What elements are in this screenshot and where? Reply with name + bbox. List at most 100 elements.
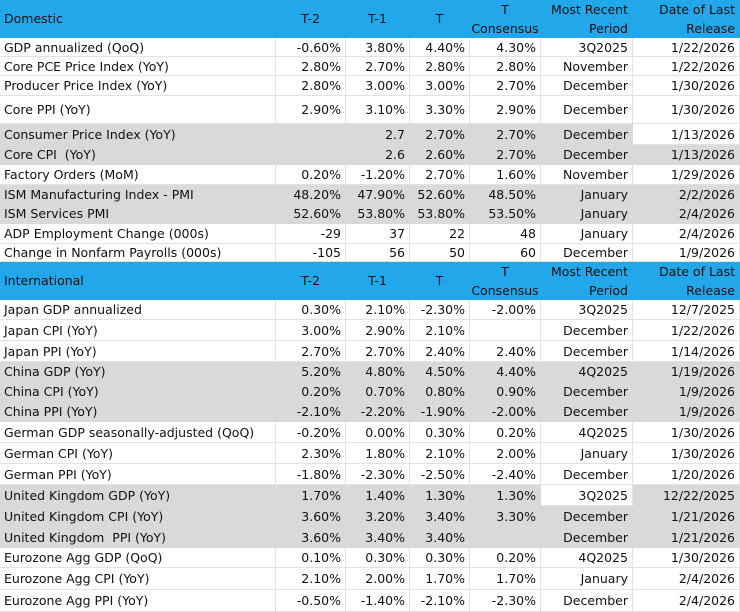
data-cell: 12/22/2025 xyxy=(633,485,740,506)
data-cell: 3.30% xyxy=(410,96,470,124)
data-cell: 2/2/2026 xyxy=(633,185,740,204)
data-cell: -1.80% xyxy=(276,464,346,485)
data-cell: 0.10% xyxy=(276,548,346,568)
data-cell: 0.20% xyxy=(470,548,541,568)
data-cell: 3.00% xyxy=(346,76,410,96)
data-cell: 1/9/2026 xyxy=(633,244,740,262)
data-cell: 2.70% xyxy=(410,165,470,185)
data-cell: 2.80% xyxy=(276,57,346,76)
indicator-name: ADP Employment Change (000s) xyxy=(0,224,276,244)
data-cell: 2.70% xyxy=(410,124,470,145)
data-cell: 1/30/2026 xyxy=(633,443,740,464)
data-cell: 1/19/2026 xyxy=(633,362,740,382)
data-cell: 2.70% xyxy=(470,76,541,96)
data-cell: 1.70% xyxy=(276,485,346,506)
indicator-name: Japan PPI (YoY) xyxy=(0,341,276,362)
data-cell: 1/29/2026 xyxy=(633,165,740,185)
data-cell: 4.50% xyxy=(410,362,470,382)
data-cell: December xyxy=(541,590,633,612)
data-cell: January xyxy=(541,568,633,590)
section-title: International xyxy=(0,262,276,300)
data-cell: -1.90% xyxy=(410,402,470,422)
data-cell: 3.40% xyxy=(346,527,410,548)
data-cell: 1/13/2026 xyxy=(633,145,740,165)
data-cell: 53.50% xyxy=(470,204,541,224)
column-header: T-1 xyxy=(346,0,410,38)
data-cell: -2.40% xyxy=(470,464,541,485)
data-cell: 2.7 xyxy=(346,124,410,145)
column-header: Most Recent Period xyxy=(541,0,633,38)
data-cell: 52.60% xyxy=(410,185,470,204)
data-cell: 1/30/2026 xyxy=(633,548,740,568)
data-cell: 4.40% xyxy=(470,362,541,382)
data-cell: 2/4/2026 xyxy=(633,590,740,612)
data-cell: 3.40% xyxy=(410,527,470,548)
data-cell: 1/21/2026 xyxy=(633,506,740,527)
data-cell: 2.90% xyxy=(346,320,410,341)
data-cell: 0.90% xyxy=(470,382,541,402)
data-cell: December xyxy=(541,464,633,485)
data-cell: 2.10% xyxy=(276,568,346,590)
data-cell xyxy=(470,320,541,341)
indicator-name: Eurozone Agg GDP (QoQ) xyxy=(0,548,276,568)
column-header: Date of Last Release xyxy=(633,0,740,38)
data-cell: December xyxy=(541,76,633,96)
indicator-name: ISM Services PMI xyxy=(0,204,276,224)
data-cell: 2.40% xyxy=(410,341,470,362)
data-cell: 0.30% xyxy=(410,422,470,443)
indicator-name: United Kingdom GDP (YoY) xyxy=(0,485,276,506)
data-cell: 60 xyxy=(470,244,541,262)
indicator-name: United Kingdom CPI (YoY) xyxy=(0,506,276,527)
data-cell: -2.10% xyxy=(410,590,470,612)
data-cell: 3.20% xyxy=(346,506,410,527)
data-cell: December xyxy=(541,382,633,402)
indicator-name: Eurozone Agg PPI (YoY) xyxy=(0,590,276,612)
data-cell: 3Q2025 xyxy=(541,485,633,506)
data-cell: 5.20% xyxy=(276,362,346,382)
data-cell: 0.30% xyxy=(346,548,410,568)
indicator-name: German GDP seasonally-adjusted (QoQ) xyxy=(0,422,276,443)
data-cell: 2.6 xyxy=(346,145,410,165)
data-cell: -29 xyxy=(276,224,346,244)
data-cell: December xyxy=(541,527,633,548)
column-header: T-2 xyxy=(276,262,346,300)
data-cell: -0.50% xyxy=(276,590,346,612)
data-cell: -1.20% xyxy=(346,165,410,185)
data-cell: 2.80% xyxy=(276,76,346,96)
data-cell: 0.00% xyxy=(346,422,410,443)
indicator-name: Consumer Price Index (YoY) xyxy=(0,124,276,145)
data-cell: 2.10% xyxy=(410,320,470,341)
data-cell: 2.70% xyxy=(346,341,410,362)
data-cell: 1/14/2026 xyxy=(633,341,740,362)
indicator-name: Core PPI (YoY) xyxy=(0,96,276,124)
data-cell: December xyxy=(541,320,633,341)
data-cell: -2.30% xyxy=(346,464,410,485)
column-header: T-1 xyxy=(346,262,410,300)
data-cell: 2.70% xyxy=(276,341,346,362)
data-cell: 1/22/2026 xyxy=(633,320,740,341)
data-cell: 3.80% xyxy=(346,38,410,57)
data-cell: 1/21/2026 xyxy=(633,527,740,548)
data-cell: 47.90% xyxy=(346,185,410,204)
indicator-name: Factory Orders (MoM) xyxy=(0,165,276,185)
data-cell: 1/22/2026 xyxy=(633,57,740,76)
data-cell: 2.00% xyxy=(470,443,541,464)
data-cell: 3.00% xyxy=(410,76,470,96)
data-cell: 2.90% xyxy=(470,96,541,124)
data-cell: 4.40% xyxy=(410,38,470,57)
data-cell: 1.40% xyxy=(346,485,410,506)
data-cell: 52.60% xyxy=(276,204,346,224)
indicator-name: China PPI (YoY) xyxy=(0,402,276,422)
data-cell: 50 xyxy=(410,244,470,262)
indicator-name: Japan CPI (YoY) xyxy=(0,320,276,341)
data-cell: 0.20% xyxy=(470,422,541,443)
data-cell: 4.30% xyxy=(470,38,541,57)
data-cell: 2/4/2026 xyxy=(633,568,740,590)
data-cell: 4.80% xyxy=(346,362,410,382)
data-cell: 37 xyxy=(346,224,410,244)
data-cell: 1/30/2026 xyxy=(633,96,740,124)
data-cell: 2.70% xyxy=(346,57,410,76)
indicator-name: Change in Nonfarm Payrolls (000s) xyxy=(0,244,276,262)
data-cell: -2.30% xyxy=(410,300,470,320)
